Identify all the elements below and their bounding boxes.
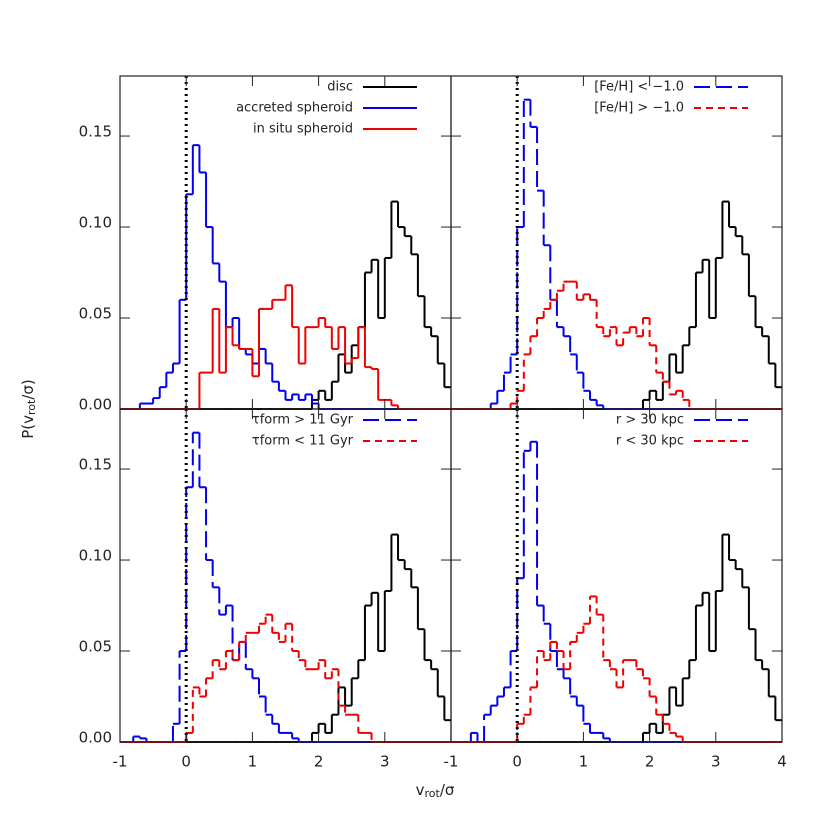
y-tick-label: 0.10: [79, 547, 112, 565]
x-axis-label: vrot/σ: [416, 781, 455, 801]
plot-frame: [119, 408, 452, 743]
y-tick-label: 0.10: [79, 214, 112, 232]
legend-label: accreted spheroid: [236, 101, 353, 116]
legend-label: disc: [327, 80, 353, 95]
x-tick-label: 2: [314, 753, 324, 771]
x-tick-label: 3: [380, 753, 390, 771]
x-tick-label: -1: [444, 753, 459, 771]
plot-frame: [450, 408, 783, 743]
y-tick-label: 0.00: [79, 729, 112, 747]
legend-label: [Fe/H] > −1.0: [594, 101, 684, 116]
legend-label: r < 30 kpc: [616, 434, 684, 449]
x-tick-label: 1: [579, 753, 589, 771]
legend-label: τform < 11 Gyr: [252, 434, 354, 449]
legend-label: in situ spheroid: [253, 122, 353, 137]
x-label-sub: rot: [425, 787, 441, 800]
x-label-base: v: [416, 781, 425, 799]
y-tick-label: 0.05: [79, 638, 112, 656]
x-tick-label: -1: [113, 753, 128, 771]
x-tick-label: 3: [711, 753, 721, 771]
x-tick-label: 0: [181, 753, 191, 771]
y-tick-label: 0.00: [79, 396, 112, 414]
y-axis-label: P(vrot/σ): [19, 379, 39, 439]
x-label-tail: /σ: [440, 781, 455, 799]
plot-frame: [450, 75, 783, 410]
y-label-tail: /σ): [19, 379, 37, 399]
y-tick-label: 0.05: [79, 305, 112, 323]
x-tick-label: 4: [777, 753, 787, 771]
legend-label: τform > 11 Gyr: [252, 413, 354, 428]
y-tick-label: 0.15: [79, 123, 112, 141]
y-tick-label: 0.15: [79, 456, 112, 474]
x-tick-label: 1: [248, 753, 258, 771]
y-label-sub: rot: [25, 399, 38, 415]
x-tick-label: 2: [645, 753, 655, 771]
x-tick-label: 0: [512, 753, 522, 771]
y-label-head: P(v: [19, 415, 37, 439]
legend-label: [Fe/H] < −1.0: [594, 80, 684, 95]
legend-label: r > 30 kpc: [616, 413, 684, 428]
